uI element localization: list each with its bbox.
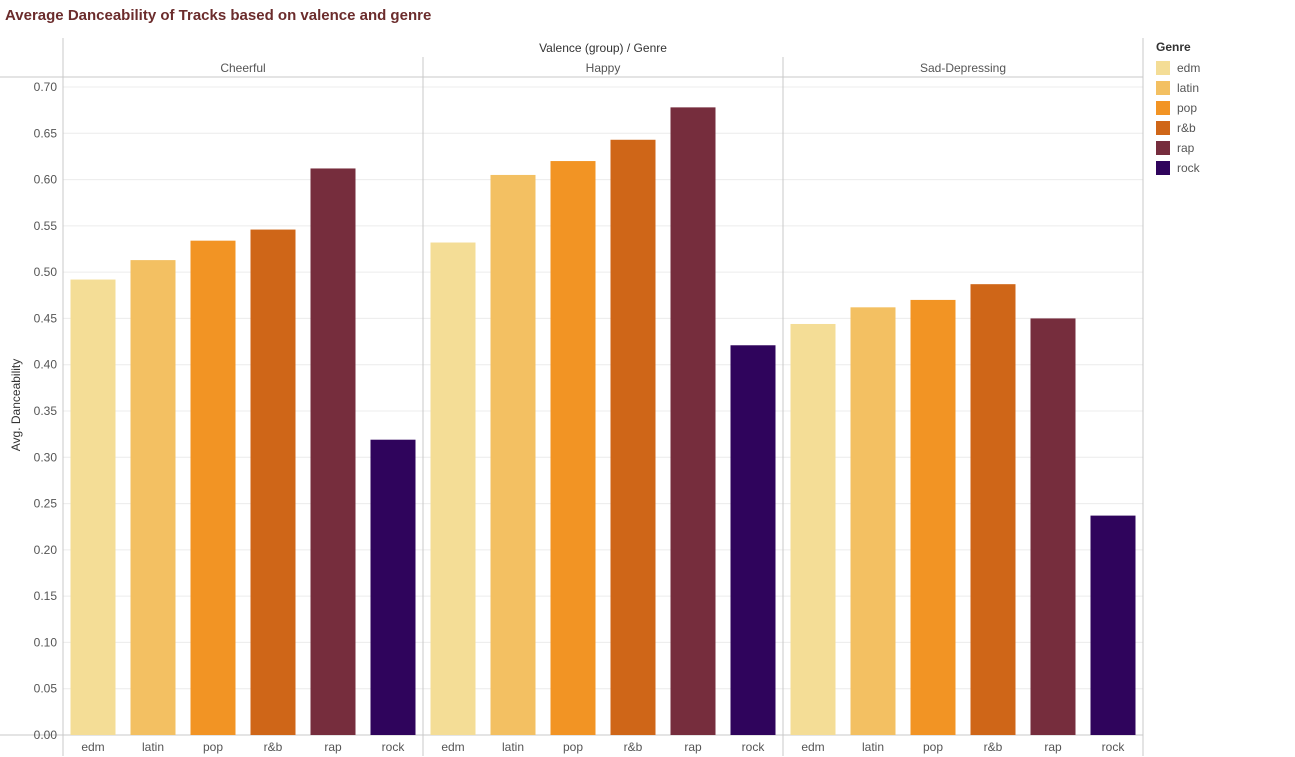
y-tick-label: 0.70 — [34, 80, 58, 94]
bar — [370, 439, 416, 735]
bar — [190, 240, 236, 735]
x-tick-label: rap — [684, 740, 702, 754]
x-tick-label: rock — [742, 740, 766, 754]
y-tick-label: 0.40 — [34, 358, 58, 372]
y-tick-label: 0.60 — [34, 173, 58, 187]
x-tick-label: latin — [502, 740, 524, 754]
legend-label: pop — [1177, 101, 1198, 115]
bar — [130, 260, 176, 735]
x-tick-label: edm — [81, 740, 104, 754]
y-tick-label: 0.65 — [34, 126, 58, 140]
legend-item[interactable]: latin — [1156, 78, 1200, 98]
bar — [70, 279, 116, 735]
y-tick-label: 0.15 — [34, 589, 58, 603]
x-tick-label: r&b — [264, 740, 283, 754]
x-tick-label: pop — [923, 740, 943, 754]
legend-item[interactable]: rap — [1156, 138, 1200, 158]
legend-label: latin — [1177, 81, 1200, 95]
x-tick-label: r&b — [624, 740, 643, 754]
legend-item[interactable]: rock — [1156, 158, 1200, 178]
bar — [250, 229, 296, 735]
legend-label: edm — [1177, 61, 1201, 75]
y-tick-label: 0.45 — [34, 311, 58, 325]
y-axis-label: Avg. Danceability — [9, 359, 23, 452]
x-tick-label: rap — [1044, 740, 1062, 754]
bar — [730, 345, 776, 735]
y-tick-label: 0.35 — [34, 404, 58, 418]
y-tick-label: 0.20 — [34, 543, 58, 557]
bar — [850, 307, 896, 735]
legend-item[interactable]: r&b — [1156, 118, 1200, 138]
x-tick-label: rock — [1102, 740, 1126, 754]
legend-swatch — [1156, 101, 1170, 115]
legend-item[interactable]: edm — [1156, 58, 1200, 78]
legend-label: r&b — [1177, 121, 1196, 135]
legend-swatch — [1156, 61, 1170, 75]
x-tick-label: r&b — [984, 740, 1003, 754]
y-tick-label: 0.05 — [34, 682, 58, 696]
legend-swatch — [1156, 81, 1170, 95]
legend-label: rap — [1177, 141, 1195, 155]
y-tick-label: 0.50 — [34, 265, 58, 279]
bar — [1090, 515, 1136, 735]
y-tick-label: 0.55 — [34, 219, 58, 233]
x-tick-label: latin — [862, 740, 884, 754]
x-tick-label: edm — [801, 740, 824, 754]
y-tick-label: 0.00 — [34, 728, 58, 742]
bar — [310, 168, 356, 735]
legend-swatch — [1156, 141, 1170, 155]
legend-label: rock — [1177, 161, 1200, 175]
x-tick-label: rap — [324, 740, 342, 754]
bar — [790, 323, 836, 735]
column-header: Valence (group) / Genre — [539, 41, 667, 55]
chart-title: Average Danceability of Tracks based on … — [5, 7, 432, 24]
bar — [490, 174, 536, 735]
legend: Genre edm latin pop r&b rap rock — [1156, 40, 1200, 178]
x-tick-label: rock — [382, 740, 406, 754]
y-tick-label: 0.30 — [34, 450, 58, 464]
bar — [970, 284, 1016, 735]
y-tick-label: 0.10 — [34, 635, 58, 649]
legend-item[interactable]: pop — [1156, 98, 1200, 118]
x-tick-label: latin — [142, 740, 164, 754]
x-tick-label: edm — [441, 740, 464, 754]
y-tick-label: 0.25 — [34, 497, 58, 511]
legend-swatch — [1156, 121, 1170, 135]
bar — [610, 139, 656, 735]
legend-swatch — [1156, 161, 1170, 175]
bar — [910, 299, 956, 735]
x-tick-label: pop — [203, 740, 223, 754]
panel-label: Cheerful — [220, 61, 265, 75]
bar — [1030, 318, 1076, 735]
legend-title: Genre — [1156, 40, 1191, 54]
panel-label: Sad-Depressing — [920, 61, 1006, 75]
bar — [430, 242, 476, 735]
panel-label: Happy — [586, 61, 621, 75]
bar — [670, 107, 716, 735]
bar — [550, 161, 596, 736]
x-tick-label: pop — [563, 740, 583, 754]
